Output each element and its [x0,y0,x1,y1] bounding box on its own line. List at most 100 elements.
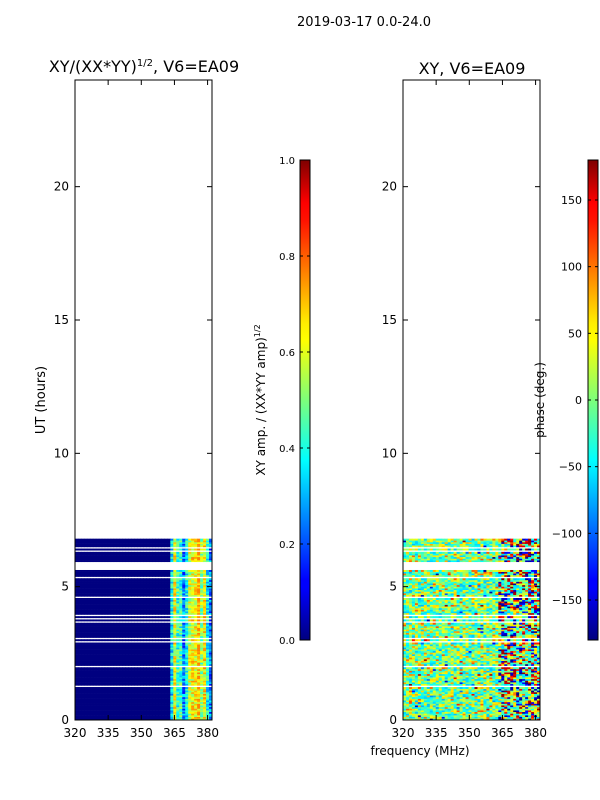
heatmap-cell [128,660,132,663]
heatmap-cell [200,551,204,554]
heatmap-cell [131,678,135,681]
heatmap-cell [444,701,449,704]
heatmap-cell [194,711,198,714]
heatmap-cell [110,583,115,586]
heatmap-cell [128,593,132,596]
heatmap-cell [113,593,118,596]
heatmap-cell [152,672,156,675]
heatmap-cell [206,639,210,642]
heatmap-cell [197,693,201,696]
heatmap-cell [161,706,165,709]
heatmap-cell [104,612,109,615]
heatmap-cell [104,543,109,546]
heatmap-cell [116,660,121,663]
heatmap-cell [155,683,159,686]
heatmap-cell [146,715,150,717]
heatmap-cell [200,593,204,596]
heatmap-cell [98,657,103,660]
heatmap-cell [104,616,109,619]
heatmap-cell [110,612,115,615]
heatmap-cell [408,703,413,706]
heatmap-cell [209,560,212,563]
heatmap-cell [95,622,100,625]
heatmap-cell [164,584,168,587]
heatmap-cell [179,588,183,591]
heatmap-cell [95,586,100,589]
heatmap-cell [462,698,466,701]
heatmap-cell [534,706,538,709]
heatmap-cell [209,647,212,650]
heatmap-cell [176,645,180,648]
heatmap-cell [185,670,189,673]
heatmap-cell [188,706,192,709]
heatmap-cell [191,680,195,683]
heatmap-cell [161,705,165,708]
heatmap-cell [89,556,94,559]
heatmap-cell [155,659,159,661]
heatmap-cell [209,700,212,703]
heatmap-cell [450,710,455,713]
heatmap-cell [122,698,127,701]
heatmap-cell [146,660,150,663]
heatmap-cell [206,598,210,600]
heatmap-cell [80,601,85,604]
heatmap-cell [119,710,124,713]
heatmap-cell [206,571,210,574]
heatmap-cell [89,682,94,685]
heatmap-cell [191,548,195,551]
heatmap-cell [89,569,94,572]
heatmap-cell [89,611,94,614]
heatmap-cell [104,619,109,622]
heatmap-cell [155,705,159,708]
heatmap-cell [191,635,195,638]
heatmap-cell [170,691,174,694]
heatmap-cell [101,657,106,660]
heatmap-cell [110,538,115,541]
heatmap-cell [83,609,88,612]
heatmap-cell [80,634,85,637]
heatmap-cell [158,700,162,703]
heatmap-cell [86,612,91,615]
heatmap-cell [209,652,212,655]
heatmap-cell [98,629,103,632]
heatmap-cell [170,668,174,671]
heatmap-cell [170,687,174,689]
heatmap-cell [167,630,171,633]
heatmap-cell [107,581,112,584]
heatmap-cell [125,663,130,666]
heatmap-cell [146,632,150,635]
heatmap-cell [191,659,195,661]
heatmap-cell [179,654,183,657]
heatmap-cell [75,583,79,586]
heatmap-cell [200,538,204,541]
heatmap-cell [83,657,88,660]
heatmap-cell [206,708,210,711]
heatmap-cell [495,718,499,720]
heatmap-cell [146,644,150,647]
heatmap-cell [116,703,121,706]
heatmap-cell [80,602,85,605]
heatmap-cell [113,642,118,645]
heatmap-cell [128,622,132,625]
heatmap-cell [86,579,91,582]
heatmap-cell [164,599,168,602]
heatmap-cell [152,574,156,577]
heatmap-cell [116,690,121,693]
heatmap-cell [185,687,189,689]
heatmap-cell [101,599,106,602]
heatmap-cell [203,682,207,685]
heatmap-cell [149,698,153,701]
heatmap-cell [176,579,180,582]
heatmap-cell [191,584,195,587]
heatmap-cell [191,678,195,681]
heatmap-cell [86,678,91,681]
heatmap-cell [167,584,171,587]
heatmap-cell [194,555,198,558]
heatmap-cell [107,642,112,645]
heatmap-cell [170,650,174,653]
heatmap-cell [155,698,159,701]
heatmap-cell [104,703,109,706]
heatmap-cell [140,553,144,556]
heatmap-cell [104,588,109,591]
heatmap-cell [77,616,82,619]
